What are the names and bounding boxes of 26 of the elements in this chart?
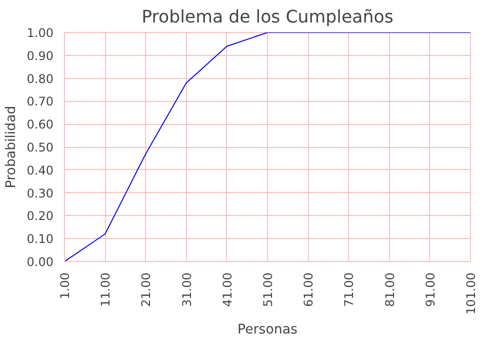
y-tick-label: 0.40 (26, 163, 54, 178)
y-tick-label: 0.00 (26, 255, 54, 269)
x-tick-label: 31.00 (180, 272, 194, 307)
x-tick-label: 61.00 (302, 272, 316, 307)
y-tick-label: 0.90 (26, 48, 54, 63)
chart-title: Problema de los Cumpleaños (142, 8, 394, 28)
x-tick-label: 21.00 (139, 272, 154, 307)
y-tick-label: 0.70 (26, 94, 54, 109)
x-tick-label: 91.00 (423, 272, 438, 307)
x-tick-label: 51.00 (261, 272, 275, 307)
y-axis-title: Probabilidad (4, 106, 19, 188)
y-tick-label: 0.20 (26, 209, 54, 224)
x-tick-label: 11.00 (98, 272, 113, 307)
y-tick-label: 1.00 (26, 26, 54, 40)
y-tick-label: 0.50 (26, 140, 54, 154)
line-series (64, 32, 470, 262)
x-tick-label: 41.00 (220, 272, 234, 307)
x-tick-label: 71.00 (342, 272, 356, 307)
x-tick-label: 101.00 (464, 272, 478, 314)
y-tick-label: 0.10 (26, 232, 54, 246)
y-tick-label: 0.60 (26, 118, 54, 132)
y-tick-label: 0.80 (26, 72, 54, 86)
x-tick-label: 81.00 (382, 272, 397, 307)
x-axis-title: Personas (238, 322, 298, 338)
x-tick-label: 1.00 (58, 272, 72, 300)
y-tick-label: 0.30 (26, 186, 54, 200)
